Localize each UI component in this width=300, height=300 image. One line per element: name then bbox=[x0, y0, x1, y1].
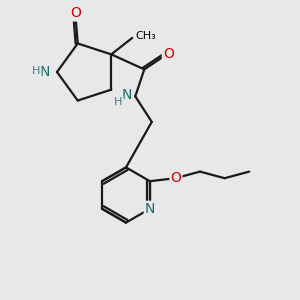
Text: H: H bbox=[114, 97, 123, 107]
Text: O: O bbox=[171, 171, 182, 185]
Text: O: O bbox=[163, 47, 174, 61]
Text: O: O bbox=[70, 7, 81, 20]
Text: N: N bbox=[122, 88, 132, 102]
Text: N: N bbox=[145, 202, 155, 216]
Text: H: H bbox=[32, 65, 41, 76]
Text: CH₃: CH₃ bbox=[135, 32, 156, 41]
Text: N: N bbox=[40, 65, 50, 79]
